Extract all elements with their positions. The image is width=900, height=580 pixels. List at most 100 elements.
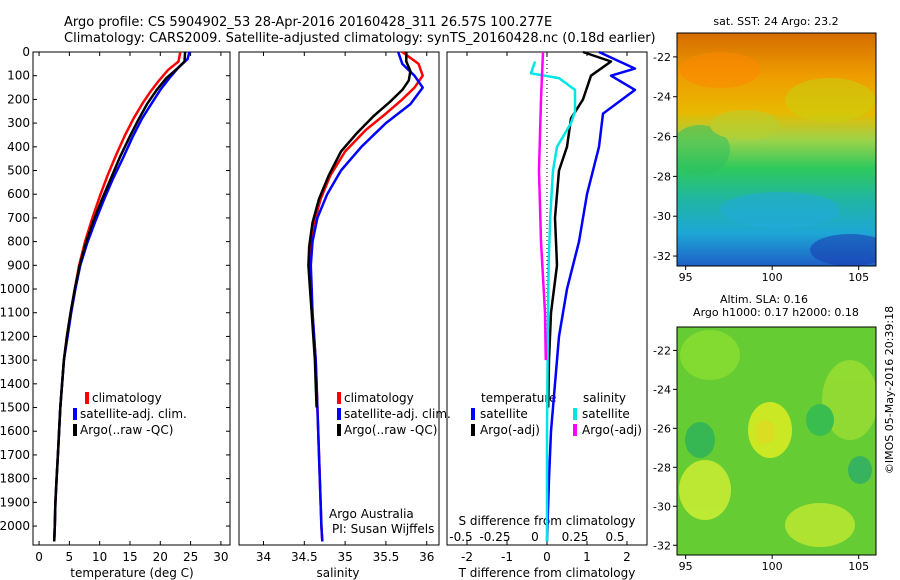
sla_map-xtick-label: 105 [848,560,869,573]
header-line-1: Argo profile: CS 5904902_53 28-Apr-2016 … [64,15,553,30]
temperature-xlabel: temperature (deg C) [70,566,193,580]
temperature-ytick-label: 1900 [0,495,30,509]
difference-legend-salinity-title: salinity [583,391,626,405]
difference-xtick-top-label: 0 [531,530,539,544]
temperature-xtick-label: 15 [122,550,137,564]
sla_map-ytick-label: -30 [653,500,671,513]
sla_map-ytick-label: -32 [653,539,671,552]
temperature-xtick-label: 20 [153,550,168,564]
difference-xtick-label: 1 [583,550,591,564]
temperature-ytick-label: 1500 [0,401,30,415]
temperature-legend: climatology satellite-adj. clim. Argo(..… [73,391,187,437]
difference-xtick-label: -2 [461,550,473,564]
temperature-ytick-label: 600 [7,187,30,201]
temperature-xtick-label: 30 [213,550,228,564]
temperature-ytick-label: 1300 [0,353,30,367]
difference-legend-t-satellite: satellite [480,407,528,421]
difference-legend-temperature-title: temperature [481,391,556,405]
salinity-xtick-label: 36 [419,550,434,564]
temperature-xtick-label: 25 [183,550,198,564]
sla_map-xtick-label: 100 [762,560,783,573]
temperature-ytick-label: 800 [7,235,30,249]
difference-series-t-argo-adj- [546,50,613,408]
sla_map-xtick-label: 95 [679,560,693,573]
salinity-series-climatology [308,50,424,542]
temperature-legend-climatology: climatology [92,391,162,405]
chart-marks: 0100200300400500600700800900100011001200… [0,45,869,573]
sla-map: Altim. SLA: 0.16 Argo h1000: 0.17 h2000:… [676,293,877,556]
credit-pi: PI: Susan Wijffels [332,522,434,536]
temperature-ytick-label: 200 [7,92,30,106]
sla_map-ytick-label: -28 [653,461,671,474]
sst_map-ytick-label: -24 [653,91,671,104]
temperature-ytick-label: 1600 [0,424,30,438]
sla_map-ytick-label: -22 [653,344,671,357]
sst_map-ytick-label: -26 [653,131,671,144]
salinity-xtick-label: 34 [256,550,271,564]
salinity-panel-frame [238,51,440,546]
temperature-legend-satellite: satellite-adj. clim. [80,407,187,421]
sst-map-title: sat. SST: 24 Argo: 23.2 [713,15,838,28]
difference-legend-t-argo: Argo(-adj) [480,423,540,437]
sst_map-ytick-label: -28 [653,170,671,183]
sst_map-xtick-label: 95 [679,271,693,284]
difference-xtick-top-label: 0.25 [562,530,589,544]
difference-series-t-satellite [545,50,637,542]
salinity-series-argo-raw-qc- [307,52,412,408]
difference-xtick-top-label: 0.5 [605,530,624,544]
salinity-xtick-label: 35.5 [373,550,400,564]
temperature-legend-argo: Argo(..raw -QC) [80,423,173,437]
sla_map-ytick-label: -26 [653,422,671,435]
difference-xtick-top-label: -0.5 [449,530,472,544]
salinity-series-satellite-adj-clim- [309,51,424,542]
header-line-2: Climatology: CARS2009. Satellite-adjuste… [64,31,656,46]
temperature-ytick-label: 100 [7,69,30,83]
temperature-ytick-label: 900 [7,258,30,272]
sst-map: sat. SST: 24 Argo: 23.2 [676,15,877,267]
salinity-legend-satellite: satellite-adj. clim. [344,407,451,421]
sst_map-xtick-label: 105 [848,271,869,284]
difference-series-s-satellite [529,61,577,542]
difference-xtick-label: 2 [623,550,631,564]
temperature-ytick-label: 1700 [0,448,30,462]
temperature-ytick-label: 700 [7,211,30,225]
temperature-ytick-label: 400 [7,140,30,154]
salinity-legend: climatology satellite-adj. clim. Argo(..… [329,391,451,536]
difference-legend: temperature salinity satellite Argo(-adj… [471,391,642,437]
difference-legend-s-satellite: satellite [582,407,630,421]
temperature-ytick-label: 2000 [0,519,30,533]
difference-xtick-top-label: -0.25 [479,530,510,544]
sst_map-ytick-label: -22 [653,51,671,64]
temperature-ytick-label: 300 [7,116,30,130]
salinity-legend-climatology: climatology [344,391,414,405]
imos-stamp: ©IMOS 05-May-2016 20:39:18 [883,306,896,474]
temperature-ytick-label: 500 [7,164,30,178]
difference-series-s-argo-adj- [537,51,548,361]
temperature-ytick-label: 0 [22,45,30,59]
salinity-legend-argo: Argo(..raw -QC) [344,423,437,437]
temperature-xtick-label: 10 [92,550,107,564]
salinity-xtick-label: 35 [337,550,352,564]
temperature-xtick-label: 5 [66,550,74,564]
credit-org: Argo Australia [329,507,414,521]
temperature-ytick-label: 1800 [0,472,30,486]
temperature-ytick-label: 1100 [0,306,30,320]
sst_map-xtick-label: 100 [762,271,783,284]
difference-xtick-label: -1 [501,550,513,564]
sla_map-ytick-label: -24 [653,383,671,396]
sst_map-ytick-label: -32 [653,250,671,263]
salinity-xtick-label: 34.5 [291,550,318,564]
sst_map-ytick-label: -30 [653,210,671,223]
temperature-xtick-label: 0 [35,550,43,564]
difference-xtick-label: 0 [543,550,551,564]
difference-xlabel: T difference from climatology [458,566,636,580]
temperature-panel-frame [32,51,231,546]
temperature-ytick-label: 1400 [0,377,30,391]
difference-legend-s-argo: Argo(-adj) [582,423,642,437]
temperature-ytick-label: 1200 [0,329,30,343]
temperature-ytick-label: 1000 [0,282,30,296]
temperature-series-argo-raw-qc- [52,51,187,542]
sla-map-subtitle: Argo h1000: 0.17 h2000: 0.18 [693,306,859,319]
sla-map-title: Altim. SLA: 0.16 [720,293,808,306]
